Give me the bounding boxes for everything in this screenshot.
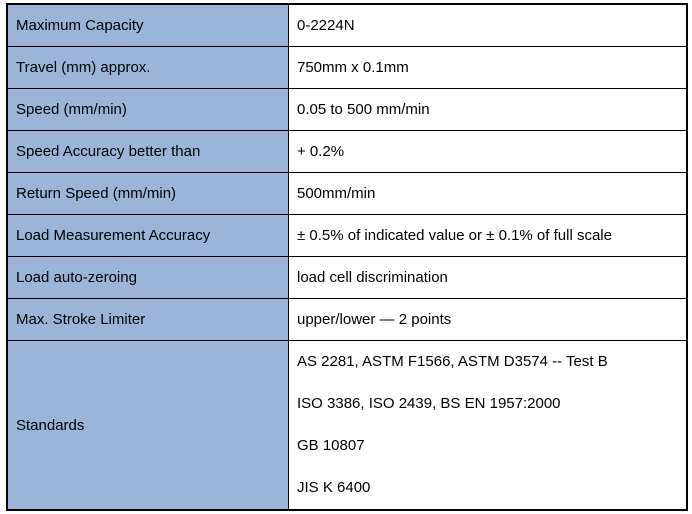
table-row: Maximum Capacity 0-2224N xyxy=(6,3,688,47)
value-line: ISO 3386, ISO 2439, BS EN 1957:2000 xyxy=(297,395,561,412)
table-row: Max. Stroke Limiter upper/lower — 2 point… xyxy=(6,298,688,341)
value-line: GB 10807 xyxy=(297,437,365,454)
row-value: 500mm/min xyxy=(288,172,688,215)
table-body: Maximum Capacity 0-2224N Travel (mm) appro… xyxy=(6,3,688,511)
spec-table: Maximum Capacity 0-2224N Travel (mm) appro… xyxy=(6,3,688,511)
row-value: + 0.2% xyxy=(288,130,688,173)
table-row: Speed (mm/min) 0.05 to 500 mm/min xyxy=(6,88,688,131)
row-value: AS 2281, ASTM F1566, ASTM D3574 -- Test … xyxy=(288,340,688,511)
row-label: Maximum Capacity xyxy=(6,3,289,47)
row-value: ± 0.5% of indicated value or ± 0.1% of f… xyxy=(288,214,688,257)
row-label: Return Speed (mm/min) xyxy=(6,172,289,215)
row-label: Speed Accuracy better than xyxy=(6,130,289,173)
row-label: Speed (mm/min) xyxy=(6,88,289,131)
table-row: Standards AS 2281, ASTM F1566, ASTM D3574… xyxy=(6,340,688,511)
row-value: 0-2224N xyxy=(288,3,688,47)
row-label: Standards xyxy=(6,340,289,511)
table-row: Speed Accuracy better than + 0.2% xyxy=(6,130,688,173)
row-value: 750mm x 0.1mm xyxy=(288,46,688,89)
table-row: Return Speed (mm/min) 500mm/min xyxy=(6,172,688,215)
row-value: load cell discrimination xyxy=(288,256,688,299)
row-label: Travel (mm) approx. xyxy=(6,46,289,89)
row-label: Max. Stroke Limiter xyxy=(6,298,289,341)
table-row: Travel (mm) approx. 750mm x 0.1mm xyxy=(6,46,688,89)
row-value: 0.05 to 500 mm/min xyxy=(288,88,688,131)
value-line: JIS K 6400 xyxy=(297,479,371,496)
value-line: AS 2281, ASTM F1566, ASTM D3574 -- Test … xyxy=(297,353,608,370)
row-label: Load Measurement Accuracy xyxy=(6,214,289,257)
table-row: Load Measurement Accuracy ± 0.5% of indic… xyxy=(6,214,688,257)
row-value: upper/lower — 2 points xyxy=(288,298,688,341)
table-row: Load auto-zeroing load cell discriminatio… xyxy=(6,256,688,299)
row-label: Load auto-zeroing xyxy=(6,256,289,299)
